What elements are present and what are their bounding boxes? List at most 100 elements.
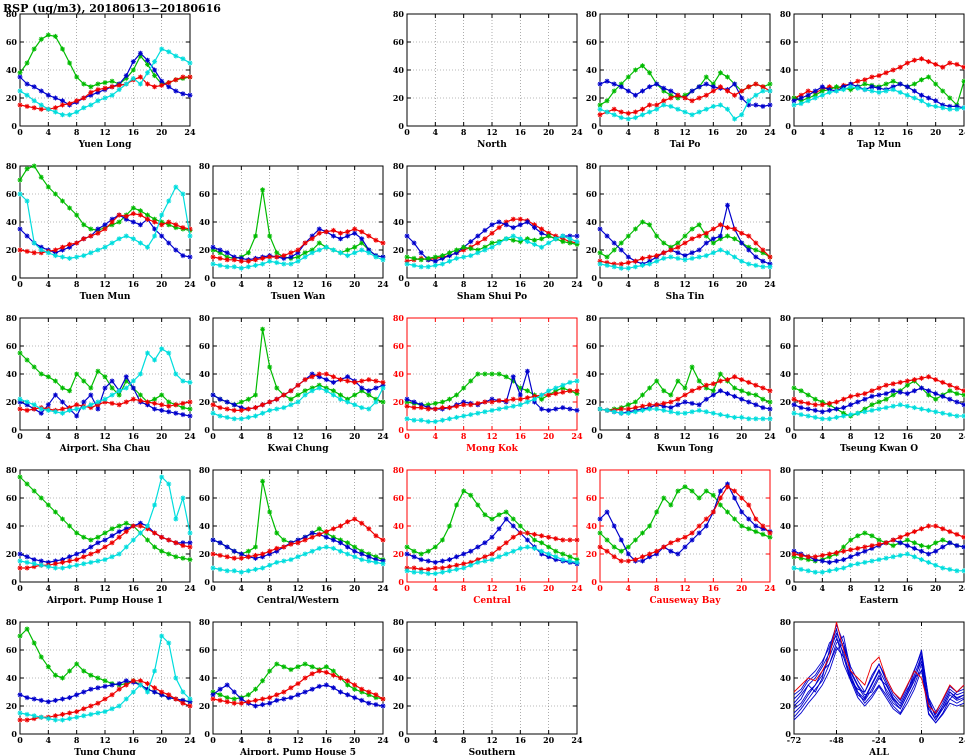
svg-text:40: 40 — [586, 521, 598, 531]
svg-text:24: 24 — [184, 583, 196, 593]
chart-southern: 0 4 8 12 16 20 24 0 20 40 60 80 Southern — [387, 612, 585, 755]
svg-text:4: 4 — [626, 583, 632, 593]
svg-text:12: 12 — [99, 127, 110, 137]
chart-tsuen-wan: 0 4 8 12 16 20 24 0 20 40 60 80 Tsuen Wan — [193, 156, 391, 306]
chart-central-western: 0 4 8 12 16 20 24 0 20 40 60 80 Central/Western — [193, 460, 391, 610]
chart-title: ALL — [868, 748, 889, 755]
svg-text:0: 0 — [17, 431, 23, 441]
chart-kwun-tong: 0 4 8 12 16 20 24 0 20 40 60 80 Kwun Tong — [580, 308, 778, 458]
svg-text:8: 8 — [267, 735, 273, 745]
plot-area: 0 4 8 12 16 20 24 0 20 40 60 80 Tuen Mun — [6, 161, 196, 302]
svg-text:4: 4 — [46, 127, 52, 137]
svg-text:20: 20 — [349, 431, 361, 441]
svg-text:24: 24 — [764, 583, 776, 593]
svg-text:0: 0 — [404, 127, 410, 137]
chart-title: Tseung Kwan O — [840, 444, 918, 454]
svg-text:20: 20 — [930, 431, 942, 441]
svg-text:0: 0 — [404, 279, 410, 289]
svg-text:20: 20 — [349, 583, 361, 593]
svg-text:60: 60 — [199, 341, 211, 351]
chart-title: Airport. Pump House 1 — [46, 596, 163, 606]
chart-airport-sha-chau: 0 4 8 12 16 20 24 0 20 40 60 80 Airport. Sha Chau — [0, 308, 198, 458]
svg-text:12: 12 — [873, 127, 884, 137]
svg-text:20: 20 — [780, 701, 792, 711]
svg-text:24: 24 — [958, 583, 965, 593]
svg-text:16: 16 — [128, 735, 140, 745]
svg-text:80: 80 — [780, 9, 792, 19]
svg-text:4: 4 — [239, 583, 245, 593]
svg-text:40: 40 — [393, 521, 405, 531]
svg-text:0: 0 — [404, 735, 410, 745]
chart-central: 0 4 8 12 16 20 24 0 20 40 60 80 Central — [387, 460, 585, 610]
svg-text:8: 8 — [654, 279, 660, 289]
svg-text:20: 20 — [543, 735, 555, 745]
plot-area: 0 4 8 12 16 20 24 0 20 40 60 80 Sham Shui Po — [393, 161, 583, 302]
svg-text:12: 12 — [99, 431, 110, 441]
svg-text:40: 40 — [586, 217, 598, 227]
svg-text:40: 40 — [199, 521, 211, 531]
svg-text:16: 16 — [902, 127, 914, 137]
svg-text:20: 20 — [156, 735, 168, 745]
svg-text:20: 20 — [6, 549, 18, 559]
chart-title: Kwai Chung — [267, 444, 329, 454]
svg-text:20: 20 — [199, 549, 211, 559]
svg-text:0: 0 — [791, 431, 797, 441]
svg-text:40: 40 — [6, 369, 18, 379]
plot-area: 0 4 8 12 16 20 24 0 20 40 60 80 Yuen Long — [6, 9, 196, 150]
chart-title: Mong Kok — [466, 444, 519, 454]
svg-text:4: 4 — [46, 279, 52, 289]
svg-text:60: 60 — [393, 493, 405, 503]
svg-text:40: 40 — [393, 65, 405, 75]
svg-text:80: 80 — [586, 161, 598, 171]
svg-text:24: 24 — [571, 735, 583, 745]
svg-text:4: 4 — [626, 279, 632, 289]
svg-text:20: 20 — [780, 397, 792, 407]
svg-text:0: 0 — [210, 279, 216, 289]
svg-text:60: 60 — [586, 341, 598, 351]
svg-text:60: 60 — [393, 341, 405, 351]
svg-text:0: 0 — [591, 425, 597, 435]
chart-title: Tap Mun — [857, 140, 902, 150]
chart-title: Airport. Pump House 5 — [239, 748, 356, 755]
chart-north: 0 4 8 12 16 20 24 0 20 40 60 80 North — [387, 4, 585, 154]
chart-tuen-mun: 0 4 8 12 16 20 24 0 20 40 60 80 Tuen Mun — [0, 156, 198, 306]
svg-text:4: 4 — [626, 127, 632, 137]
svg-text:60: 60 — [6, 645, 18, 655]
svg-text:24: 24 — [764, 279, 776, 289]
svg-text:40: 40 — [780, 369, 792, 379]
svg-text:8: 8 — [654, 431, 660, 441]
svg-text:0: 0 — [597, 583, 603, 593]
svg-text:16: 16 — [902, 583, 914, 593]
plot-area: 0 4 8 12 16 20 24 0 20 40 60 80 Tai Po — [586, 9, 776, 150]
svg-text:0: 0 — [11, 577, 17, 587]
svg-text:8: 8 — [848, 127, 854, 137]
svg-text:8: 8 — [267, 431, 273, 441]
svg-text:4: 4 — [239, 279, 245, 289]
svg-text:80: 80 — [393, 465, 405, 475]
svg-text:8: 8 — [654, 127, 660, 137]
svg-text:40: 40 — [6, 65, 18, 75]
svg-text:0: 0 — [17, 127, 23, 137]
plot-area: 0 4 8 12 16 20 24 0 20 40 60 80 Sha Tin — [586, 161, 776, 302]
svg-text:80: 80 — [6, 617, 18, 627]
svg-text:12: 12 — [679, 127, 690, 137]
svg-text:8: 8 — [461, 127, 467, 137]
svg-text:80: 80 — [199, 465, 211, 475]
svg-text:20: 20 — [736, 583, 748, 593]
plot-area: 0 4 8 12 16 20 24 0 20 40 60 80 Mong Kok — [393, 313, 583, 454]
svg-text:60: 60 — [6, 493, 18, 503]
plot-area: 0 4 8 12 16 20 24 0 20 40 60 80 Tseung Kwan O — [780, 313, 965, 454]
svg-text:20: 20 — [586, 549, 598, 559]
svg-text:20: 20 — [156, 431, 168, 441]
svg-text:60: 60 — [586, 189, 598, 199]
svg-text:0: 0 — [17, 279, 23, 289]
chart-causeway-bay: 0 4 8 12 16 20 24 0 20 40 60 80 Causeway Bay — [580, 460, 778, 610]
svg-text:16: 16 — [128, 431, 140, 441]
svg-text:20: 20 — [543, 127, 555, 137]
chart-title: North — [477, 140, 507, 150]
svg-text:16: 16 — [515, 583, 527, 593]
svg-text:60: 60 — [393, 37, 405, 47]
svg-text:40: 40 — [393, 369, 405, 379]
svg-text:8: 8 — [461, 735, 467, 745]
plot-area: 0 4 8 12 16 20 24 0 20 40 60 80 Airport. Pump House … — [199, 617, 389, 755]
